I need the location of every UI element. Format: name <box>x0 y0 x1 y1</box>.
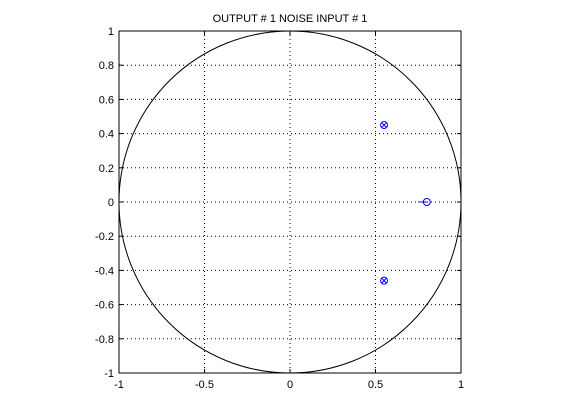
y-tick-label: 0.6 <box>99 94 114 106</box>
x-tick-label: -0.5 <box>195 379 214 391</box>
x-tick-label: 0.5 <box>368 379 383 391</box>
x-tick-label: -1 <box>114 379 124 391</box>
marker-cross <box>381 122 387 128</box>
x-tick-label: 1 <box>458 379 464 391</box>
y-tick-label: 0.4 <box>99 129 114 141</box>
y-tick-labels: -1 -0.8 -0.6 -0.4 -0.2 0 0.2 0.4 0.6 0.8 1 <box>95 26 114 380</box>
marker-circle <box>422 198 431 206</box>
y-tick-label: -0.8 <box>95 334 114 346</box>
y-tick-label: 0.8 <box>99 60 114 72</box>
plot-frame <box>118 30 462 374</box>
marker-circle <box>380 276 389 285</box>
chart-title: OUTPUT # 1 NOISE INPUT # 1 <box>213 13 368 25</box>
y-tick-label: -0.4 <box>95 265 114 277</box>
grid-lines <box>119 31 461 373</box>
y-tick-label: -0.2 <box>95 231 114 243</box>
marker-circle <box>380 121 389 130</box>
circle-marker <box>422 198 431 206</box>
unit-circle-layer <box>118 30 462 374</box>
y-tick-label: 1 <box>108 26 114 38</box>
y-tick-label: 0 <box>108 197 114 209</box>
y-tick-label: -0.6 <box>95 300 114 312</box>
x-tick-label: 0 <box>287 379 293 391</box>
circle-x-marker <box>380 276 389 285</box>
circle-x-marker <box>380 121 389 130</box>
axis-ticks <box>118 30 462 374</box>
unit-circle <box>118 30 462 374</box>
x-tick-labels: -1 -0.5 0 0.5 1 <box>114 379 464 391</box>
y-tick-label: -1 <box>104 368 114 380</box>
data-layer <box>380 121 431 285</box>
y-tick-label: 0.2 <box>99 163 114 175</box>
marker-cross <box>381 277 387 284</box>
